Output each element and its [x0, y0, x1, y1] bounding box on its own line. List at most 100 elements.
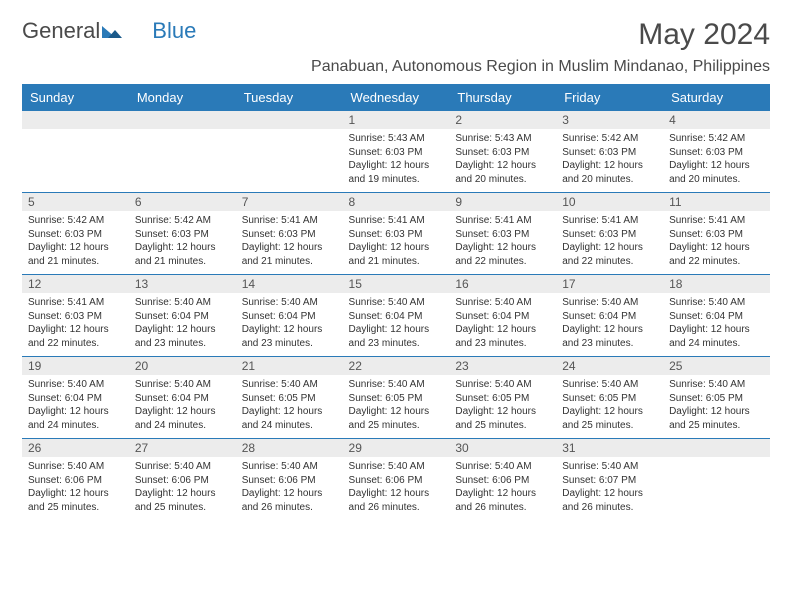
daylight-text: Daylight: 12 hours and 24 minutes.	[28, 405, 123, 432]
sunset-text: Sunset: 6:03 PM	[562, 228, 657, 242]
sunrise-text: Sunrise: 5:40 AM	[135, 460, 230, 474]
sunset-text: Sunset: 6:04 PM	[562, 310, 657, 324]
day-details: Sunrise: 5:40 AMSunset: 6:04 PMDaylight:…	[22, 375, 129, 438]
sunset-text: Sunset: 6:03 PM	[669, 146, 764, 160]
sunrise-text: Sunrise: 5:40 AM	[28, 378, 123, 392]
calendar-header-row: Sunday Monday Tuesday Wednesday Thursday…	[22, 84, 770, 111]
page-header: General Blue May 2024	[22, 18, 770, 52]
day-details	[129, 129, 236, 187]
calendar-page: General Blue May 2024 Panabuan, Autonomo…	[0, 0, 792, 530]
calendar-cell: 27Sunrise: 5:40 AMSunset: 6:06 PMDayligh…	[129, 439, 236, 521]
calendar-body: 1Sunrise: 5:43 AMSunset: 6:03 PMDaylight…	[22, 111, 770, 520]
calendar-cell: 26Sunrise: 5:40 AMSunset: 6:06 PMDayligh…	[22, 439, 129, 521]
day-number: 11	[663, 193, 770, 211]
day-number: 25	[663, 357, 770, 375]
day-number: 29	[343, 439, 450, 457]
sunset-text: Sunset: 6:04 PM	[669, 310, 764, 324]
sunset-text: Sunset: 6:03 PM	[135, 228, 230, 242]
day-number: 4	[663, 111, 770, 129]
calendar-cell: 13Sunrise: 5:40 AMSunset: 6:04 PMDayligh…	[129, 275, 236, 357]
sunset-text: Sunset: 6:03 PM	[349, 228, 444, 242]
sunset-text: Sunset: 6:03 PM	[349, 146, 444, 160]
page-title: May 2024	[638, 18, 770, 52]
day-details: Sunrise: 5:41 AMSunset: 6:03 PMDaylight:…	[343, 211, 450, 274]
daylight-text: Daylight: 12 hours and 25 minutes.	[349, 405, 444, 432]
calendar-table: Sunday Monday Tuesday Wednesday Thursday…	[22, 84, 770, 520]
daylight-text: Daylight: 12 hours and 20 minutes.	[455, 159, 550, 186]
sunset-text: Sunset: 6:03 PM	[28, 228, 123, 242]
day-number: 15	[343, 275, 450, 293]
sunrise-text: Sunrise: 5:42 AM	[669, 132, 764, 146]
sunset-text: Sunset: 6:06 PM	[349, 474, 444, 488]
sunrise-text: Sunrise: 5:43 AM	[349, 132, 444, 146]
calendar-cell: 24Sunrise: 5:40 AMSunset: 6:05 PMDayligh…	[556, 357, 663, 439]
sunset-text: Sunset: 6:03 PM	[562, 146, 657, 160]
calendar-cell	[129, 111, 236, 193]
day-details: Sunrise: 5:40 AMSunset: 6:04 PMDaylight:…	[449, 293, 556, 356]
daylight-text: Daylight: 12 hours and 23 minutes.	[562, 323, 657, 350]
sunset-text: Sunset: 6:05 PM	[562, 392, 657, 406]
day-number	[129, 111, 236, 129]
day-details: Sunrise: 5:40 AMSunset: 6:04 PMDaylight:…	[343, 293, 450, 356]
calendar-cell: 25Sunrise: 5:40 AMSunset: 6:05 PMDayligh…	[663, 357, 770, 439]
calendar-cell: 8Sunrise: 5:41 AMSunset: 6:03 PMDaylight…	[343, 193, 450, 275]
daylight-text: Daylight: 12 hours and 25 minutes.	[28, 487, 123, 514]
sunrise-text: Sunrise: 5:40 AM	[242, 460, 337, 474]
daylight-text: Daylight: 12 hours and 21 minutes.	[242, 241, 337, 268]
sunset-text: Sunset: 6:03 PM	[28, 310, 123, 324]
day-number: 2	[449, 111, 556, 129]
calendar-cell	[236, 111, 343, 193]
day-details: Sunrise: 5:42 AMSunset: 6:03 PMDaylight:…	[663, 129, 770, 192]
calendar-cell: 14Sunrise: 5:40 AMSunset: 6:04 PMDayligh…	[236, 275, 343, 357]
calendar-cell: 12Sunrise: 5:41 AMSunset: 6:03 PMDayligh…	[22, 275, 129, 357]
day-details: Sunrise: 5:42 AMSunset: 6:03 PMDaylight:…	[129, 211, 236, 274]
sunset-text: Sunset: 6:03 PM	[455, 146, 550, 160]
day-details: Sunrise: 5:40 AMSunset: 6:04 PMDaylight:…	[236, 293, 343, 356]
daylight-text: Daylight: 12 hours and 21 minutes.	[135, 241, 230, 268]
day-details: Sunrise: 5:40 AMSunset: 6:04 PMDaylight:…	[663, 293, 770, 356]
day-details: Sunrise: 5:41 AMSunset: 6:03 PMDaylight:…	[556, 211, 663, 274]
sunrise-text: Sunrise: 5:40 AM	[455, 460, 550, 474]
sunrise-text: Sunrise: 5:41 AM	[562, 214, 657, 228]
calendar-cell: 15Sunrise: 5:40 AMSunset: 6:04 PMDayligh…	[343, 275, 450, 357]
day-details: Sunrise: 5:43 AMSunset: 6:03 PMDaylight:…	[449, 129, 556, 192]
day-details: Sunrise: 5:41 AMSunset: 6:03 PMDaylight:…	[449, 211, 556, 274]
sunset-text: Sunset: 6:06 PM	[28, 474, 123, 488]
daylight-text: Daylight: 12 hours and 22 minutes.	[28, 323, 123, 350]
sunrise-text: Sunrise: 5:40 AM	[455, 378, 550, 392]
daylight-text: Daylight: 12 hours and 20 minutes.	[562, 159, 657, 186]
calendar-week: 12Sunrise: 5:41 AMSunset: 6:03 PMDayligh…	[22, 275, 770, 357]
sunrise-text: Sunrise: 5:41 AM	[28, 296, 123, 310]
calendar-cell: 4Sunrise: 5:42 AMSunset: 6:03 PMDaylight…	[663, 111, 770, 193]
daylight-text: Daylight: 12 hours and 25 minutes.	[562, 405, 657, 432]
day-details: Sunrise: 5:40 AMSunset: 6:05 PMDaylight:…	[343, 375, 450, 438]
day-details: Sunrise: 5:40 AMSunset: 6:04 PMDaylight:…	[556, 293, 663, 356]
calendar-cell: 28Sunrise: 5:40 AMSunset: 6:06 PMDayligh…	[236, 439, 343, 521]
sunset-text: Sunset: 6:04 PM	[28, 392, 123, 406]
day-details: Sunrise: 5:40 AMSunset: 6:06 PMDaylight:…	[129, 457, 236, 520]
calendar-cell	[663, 439, 770, 521]
calendar-cell: 6Sunrise: 5:42 AMSunset: 6:03 PMDaylight…	[129, 193, 236, 275]
daylight-text: Daylight: 12 hours and 19 minutes.	[349, 159, 444, 186]
day-number: 26	[22, 439, 129, 457]
sunrise-text: Sunrise: 5:40 AM	[349, 296, 444, 310]
calendar-week: 1Sunrise: 5:43 AMSunset: 6:03 PMDaylight…	[22, 111, 770, 193]
calendar-cell: 19Sunrise: 5:40 AMSunset: 6:04 PMDayligh…	[22, 357, 129, 439]
day-number: 27	[129, 439, 236, 457]
day-details: Sunrise: 5:40 AMSunset: 6:06 PMDaylight:…	[449, 457, 556, 520]
calendar-cell: 16Sunrise: 5:40 AMSunset: 6:04 PMDayligh…	[449, 275, 556, 357]
day-details: Sunrise: 5:40 AMSunset: 6:07 PMDaylight:…	[556, 457, 663, 520]
calendar-cell: 10Sunrise: 5:41 AMSunset: 6:03 PMDayligh…	[556, 193, 663, 275]
sunset-text: Sunset: 6:04 PM	[135, 392, 230, 406]
sunset-text: Sunset: 6:06 PM	[135, 474, 230, 488]
sunset-text: Sunset: 6:05 PM	[455, 392, 550, 406]
sunset-text: Sunset: 6:05 PM	[242, 392, 337, 406]
sunrise-text: Sunrise: 5:40 AM	[562, 460, 657, 474]
calendar-cell: 17Sunrise: 5:40 AMSunset: 6:04 PMDayligh…	[556, 275, 663, 357]
day-number: 31	[556, 439, 663, 457]
calendar-cell: 3Sunrise: 5:42 AMSunset: 6:03 PMDaylight…	[556, 111, 663, 193]
day-number: 7	[236, 193, 343, 211]
daylight-text: Daylight: 12 hours and 26 minutes.	[562, 487, 657, 514]
sunset-text: Sunset: 6:04 PM	[242, 310, 337, 324]
daylight-text: Daylight: 12 hours and 22 minutes.	[455, 241, 550, 268]
